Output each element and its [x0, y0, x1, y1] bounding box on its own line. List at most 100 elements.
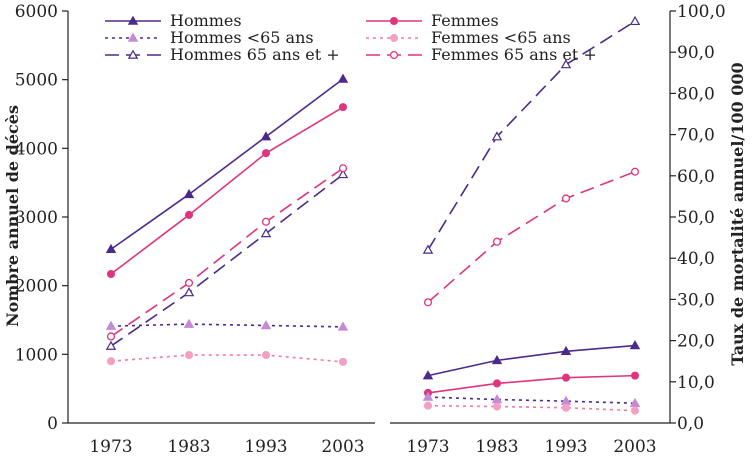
left-y-tick-label: 3000: [15, 208, 58, 228]
right-panel: Taux de mortalité annuel/100 000 0,0 10,0…: [390, 2, 747, 457]
right-series-femmes-point: [630, 371, 640, 380]
left-series-hommes-lt65-point: [260, 320, 272, 330]
right-y-tick-label: 80,0: [677, 84, 715, 104]
legend-hommes-marker: [127, 15, 139, 25]
right-series-femmes-65p-point: [423, 298, 433, 307]
right-series-femmes-65p-point: [492, 237, 502, 246]
right-series-hommes-point: [560, 345, 572, 356]
left-series-hommes-point: [183, 188, 195, 199]
legend-femmes-lt65-marker: [389, 33, 399, 43]
right-series-hommes-point: [422, 370, 434, 380]
right-series-femmes-point: [561, 373, 571, 382]
legend-femmes-marker: [389, 16, 399, 26]
left-series-hommes-point: [337, 73, 349, 83]
left-series-femmes-point: [261, 149, 271, 158]
left-series-hommes-65p-line: [110, 173, 344, 347]
right-y-ticks: 0,0 10,0 20,0 30,0 40,0 50,0 60,0 70,0 80,0 90,0 1…: [670, 2, 726, 434]
left-series-femmes-point: [184, 210, 194, 219]
left-y-tick-label: 2000: [15, 277, 58, 297]
right-x-ticks: 1973 1983 1993 2003: [406, 437, 656, 457]
right-x-tick-label: 1973: [406, 437, 449, 457]
legend-hommes-lt65-label: Hommes <65 ans: [170, 28, 314, 47]
left-x-ticks: 1973 1983 1993 2003: [89, 437, 364, 457]
right-y-tick-label: 40,0: [677, 249, 715, 269]
right-series-hommes-lt65-point: [629, 397, 641, 407]
right-series-femmes-65p-point: [561, 194, 571, 203]
legend-femmes-label: Femmes: [431, 11, 499, 30]
right-series-femmes-65p-line: [427, 170, 636, 303]
left-series-femmes-lt65-point: [184, 350, 194, 360]
right-series-hommes-65p-line: [427, 20, 636, 251]
legend-femmes-65p-marker: [389, 50, 399, 60]
right-x-tick-label: 1983: [475, 437, 518, 457]
left-series-hommes-lt65-point: [337, 321, 349, 331]
left-x-tick-label: 1993: [244, 437, 287, 457]
left-y-ticks: 0 1000 2000 3000 4000 5000 6000: [15, 2, 68, 434]
left-series-hommes-lt65-point: [105, 320, 117, 330]
left-series-hommes-65p-point: [260, 228, 272, 238]
left-series-hommes-point: [260, 131, 272, 141]
right-series-hommes-point: [629, 340, 641, 350]
legend-hommes-65p-label: Hommes 65 ans et +: [170, 45, 340, 64]
legend-hommes-lt65-marker: [127, 32, 139, 42]
right-y-tick-label: 0,0: [677, 414, 704, 434]
left-series-femmes-65p-point: [106, 332, 116, 341]
right-y-tick-label: 50,0: [677, 208, 715, 228]
right-series-hommes-lt65-line: [427, 396, 636, 405]
left-series-hommes-65p-point: [337, 169, 349, 179]
right-series-femmes-lt65-point: [423, 401, 433, 410]
left-series: [105, 73, 349, 366]
right-series-hommes-point: [491, 354, 503, 365]
right-y-tick-label: 70,0: [677, 126, 715, 146]
right-series: [422, 15, 641, 415]
left-series-hommes-lt65-line: [110, 323, 344, 328]
left-series-hommes-65p-point: [183, 287, 195, 297]
right-y-tick-label: 60,0: [677, 167, 715, 187]
right-y-tick-label: 90,0: [677, 43, 715, 63]
right-series-femmes-lt65-point: [630, 406, 640, 415]
left-series-hommes-65p-point: [105, 340, 117, 350]
right-series-femmes-line: [427, 374, 636, 394]
right-series-femmes-65p-point: [630, 167, 640, 176]
left-series-femmes-lt65-point: [261, 350, 271, 360]
left-series-femmes-lt65-line: [110, 354, 344, 363]
left-series-hommes-line: [110, 78, 344, 250]
left-series-femmes-65p-line: [110, 167, 344, 338]
right-series-hommes-65p-point: [422, 244, 434, 254]
left-series-femmes-65p-point: [184, 278, 194, 287]
right-y-tick-label: 10,0: [677, 373, 715, 393]
right-series-hommes-65p-point: [629, 15, 641, 26]
left-series-hommes-point: [105, 243, 117, 254]
right-y-tick-label: 100,0: [677, 2, 726, 22]
right-y-axis-title: Taux de mortalité annuel/100 000: [728, 62, 747, 365]
right-y-tick-label: 20,0: [677, 332, 715, 352]
legend-hommes-65p-marker: [127, 49, 139, 59]
left-series-femmes-line: [110, 106, 344, 275]
left-series-femmes-65p-point: [338, 164, 348, 173]
right-series-femmes-lt65-point: [492, 402, 502, 411]
left-series-femmes-lt65-point: [338, 357, 348, 366]
left-x-tick-label: 1983: [167, 437, 210, 457]
left-y-axis-title: Nombre annuel de décès: [3, 105, 22, 327]
right-series-hommes-65p-point: [560, 59, 572, 69]
left-series-femmes-65p-point: [261, 217, 271, 226]
left-series-femmes-point: [338, 103, 348, 112]
right-series-hommes-65p-point: [491, 131, 503, 141]
right-y-tick-label: 30,0: [677, 290, 715, 310]
left-y-tick-label: 4000: [15, 139, 58, 159]
left-series-hommes-lt65-point: [183, 318, 195, 328]
right-series-femmes-lt65-point: [561, 403, 571, 412]
legend-femmes-lt65-label: Femmes <65 ans: [431, 28, 571, 47]
left-y-tick-label: 6000: [15, 2, 58, 22]
left-y-tick-label: 5000: [15, 71, 58, 91]
left-y-tick-label: 0: [47, 414, 58, 434]
left-x-tick-label: 2003: [321, 437, 364, 457]
left-series-femmes-lt65-point: [106, 357, 116, 366]
right-x-tick-label: 1993: [544, 437, 587, 457]
right-series-hommes-lt65-point: [422, 391, 434, 401]
right-x-tick-label: 2003: [613, 437, 656, 457]
right-series-hommes-line: [427, 344, 636, 377]
left-series-femmes-point: [106, 269, 116, 279]
